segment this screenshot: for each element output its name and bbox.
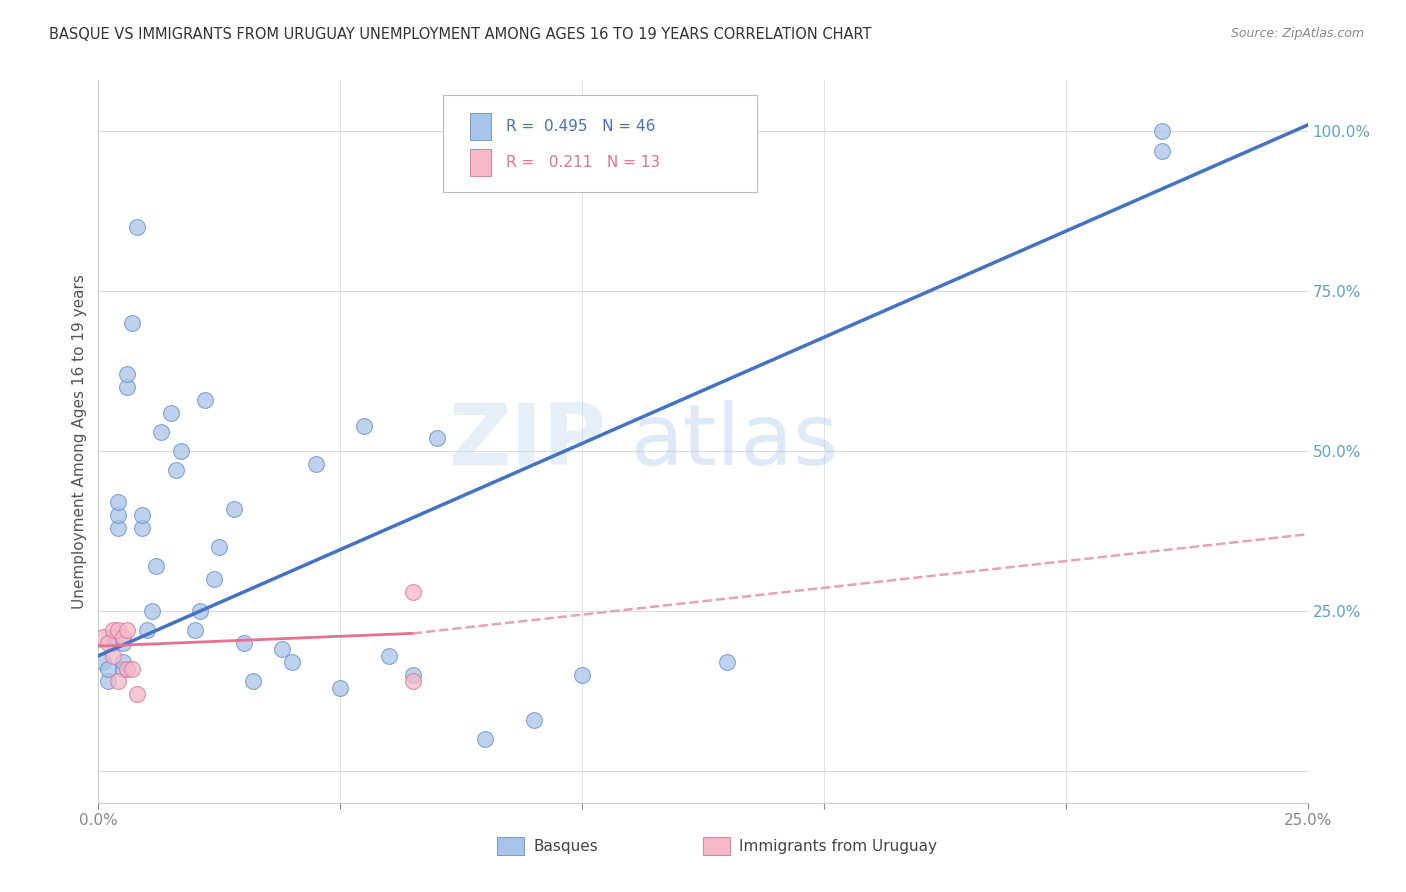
Point — [131, 521, 153, 535]
Text: atlas: atlas — [630, 400, 838, 483]
Point — [111, 661, 134, 675]
Point — [145, 559, 167, 574]
Point — [111, 655, 134, 669]
Point — [101, 636, 124, 650]
Point — [107, 521, 129, 535]
Point — [716, 655, 738, 669]
Point — [222, 501, 245, 516]
Point — [271, 642, 294, 657]
Point — [127, 687, 149, 701]
Point — [97, 674, 120, 689]
Point — [474, 731, 496, 746]
Point — [107, 623, 129, 637]
Point — [188, 604, 211, 618]
Text: R =  0.495   N = 46: R = 0.495 N = 46 — [506, 119, 655, 134]
Point — [571, 668, 593, 682]
Point — [377, 648, 399, 663]
FancyBboxPatch shape — [470, 149, 492, 177]
Point — [242, 674, 264, 689]
Point — [402, 584, 425, 599]
Point — [281, 655, 304, 669]
Point — [204, 572, 226, 586]
Point — [1152, 124, 1174, 138]
Text: R =   0.211   N = 13: R = 0.211 N = 13 — [506, 155, 659, 170]
Point — [107, 508, 129, 522]
Point — [91, 655, 114, 669]
Point — [194, 392, 217, 407]
Point — [101, 648, 124, 663]
FancyBboxPatch shape — [443, 95, 758, 193]
Point — [91, 630, 114, 644]
Text: BASQUE VS IMMIGRANTS FROM URUGUAY UNEMPLOYMENT AMONG AGES 16 TO 19 YEARS CORRELA: BASQUE VS IMMIGRANTS FROM URUGUAY UNEMPL… — [49, 27, 872, 42]
Point — [141, 604, 163, 618]
Point — [107, 495, 129, 509]
Text: Basques: Basques — [534, 838, 599, 854]
Point — [131, 508, 153, 522]
FancyBboxPatch shape — [498, 837, 524, 855]
Text: Immigrants from Uruguay: Immigrants from Uruguay — [740, 838, 938, 854]
Point — [305, 457, 328, 471]
FancyBboxPatch shape — [703, 837, 730, 855]
Point — [150, 425, 173, 439]
Point — [117, 623, 139, 637]
Point — [117, 661, 139, 675]
Point — [165, 463, 187, 477]
Point — [1152, 144, 1174, 158]
Point — [97, 636, 120, 650]
Point — [184, 623, 207, 637]
Point — [160, 406, 183, 420]
Point — [107, 674, 129, 689]
Point — [135, 623, 157, 637]
Point — [353, 418, 375, 433]
Point — [127, 220, 149, 235]
Point — [121, 316, 143, 330]
Point — [97, 661, 120, 675]
Point — [329, 681, 352, 695]
Point — [117, 368, 139, 382]
Point — [402, 668, 425, 682]
Point — [121, 661, 143, 675]
Point — [523, 713, 546, 727]
Point — [101, 623, 124, 637]
Point — [117, 380, 139, 394]
Text: ZIP: ZIP — [449, 400, 606, 483]
FancyBboxPatch shape — [470, 112, 492, 140]
Y-axis label: Unemployment Among Ages 16 to 19 years: Unemployment Among Ages 16 to 19 years — [72, 274, 87, 609]
Point — [101, 630, 124, 644]
Point — [111, 636, 134, 650]
Point — [402, 674, 425, 689]
Text: Source: ZipAtlas.com: Source: ZipAtlas.com — [1230, 27, 1364, 40]
Point — [208, 540, 231, 554]
Point — [111, 630, 134, 644]
Point — [169, 444, 191, 458]
Point — [426, 431, 449, 445]
Point — [232, 636, 254, 650]
